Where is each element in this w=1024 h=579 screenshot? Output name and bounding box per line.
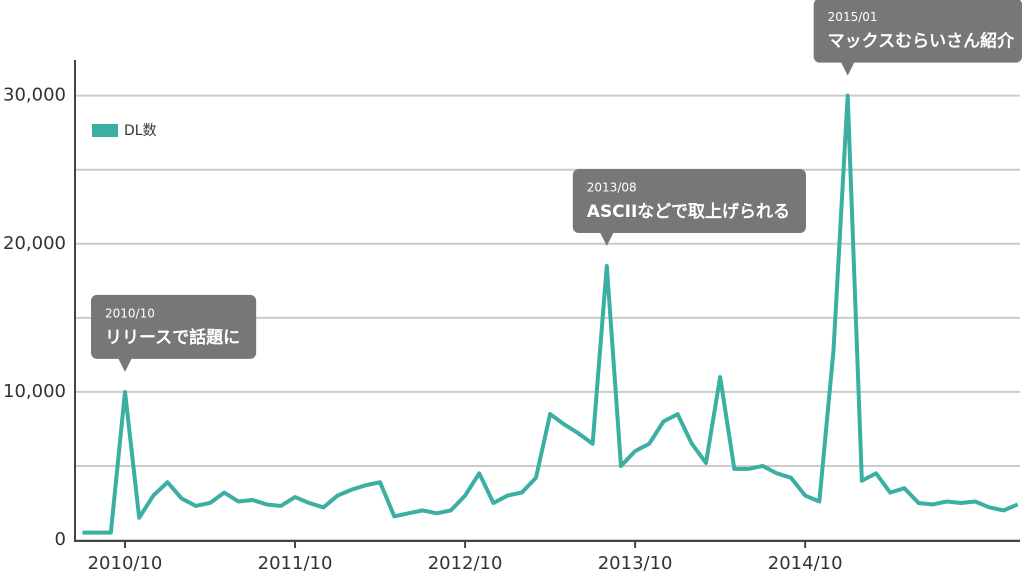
legend-label: DL数	[124, 123, 157, 139]
annotation-pointer	[840, 61, 855, 76]
annotation-date: 2013/08	[587, 180, 637, 194]
annotation-box	[813, 0, 1022, 63]
annotation-text: マックスむらいさん紹介	[828, 31, 1015, 52]
annotation-text: リリースで話題に	[105, 327, 240, 348]
y-tick-label: 20,000	[3, 233, 66, 254]
legend-swatch	[92, 124, 118, 137]
annotation: 2013/08 ASCIIなどで取上げられる	[572, 168, 806, 246]
annotation-box	[572, 168, 806, 233]
x-tick-label: 2012/10	[428, 553, 503, 574]
y-tick-label: 10,000	[3, 381, 66, 402]
y-tick-label: 0	[55, 529, 66, 550]
annotation-text: ASCIIなどで取上げられる	[587, 202, 790, 222]
annotation-pointer	[599, 231, 614, 246]
annotation: 2015/01 マックスむらいさん紹介	[813, 0, 1022, 76]
annotation-box	[91, 294, 257, 359]
x-tick-label: 2010/10	[88, 553, 163, 574]
annotation-pointer	[118, 357, 133, 372]
x-tick-label: 2014/10	[768, 553, 843, 574]
data-line	[82, 93, 1019, 535]
y-tick-label: 30,000	[3, 85, 66, 106]
x-tick-label: 2013/10	[598, 553, 673, 574]
annotation: 2010/10 リリースで話題に	[91, 294, 257, 372]
x-tick-label: 2011/10	[258, 553, 333, 574]
annotation-date: 2015/01	[828, 10, 878, 24]
annotation-date: 2010/10	[105, 306, 155, 320]
